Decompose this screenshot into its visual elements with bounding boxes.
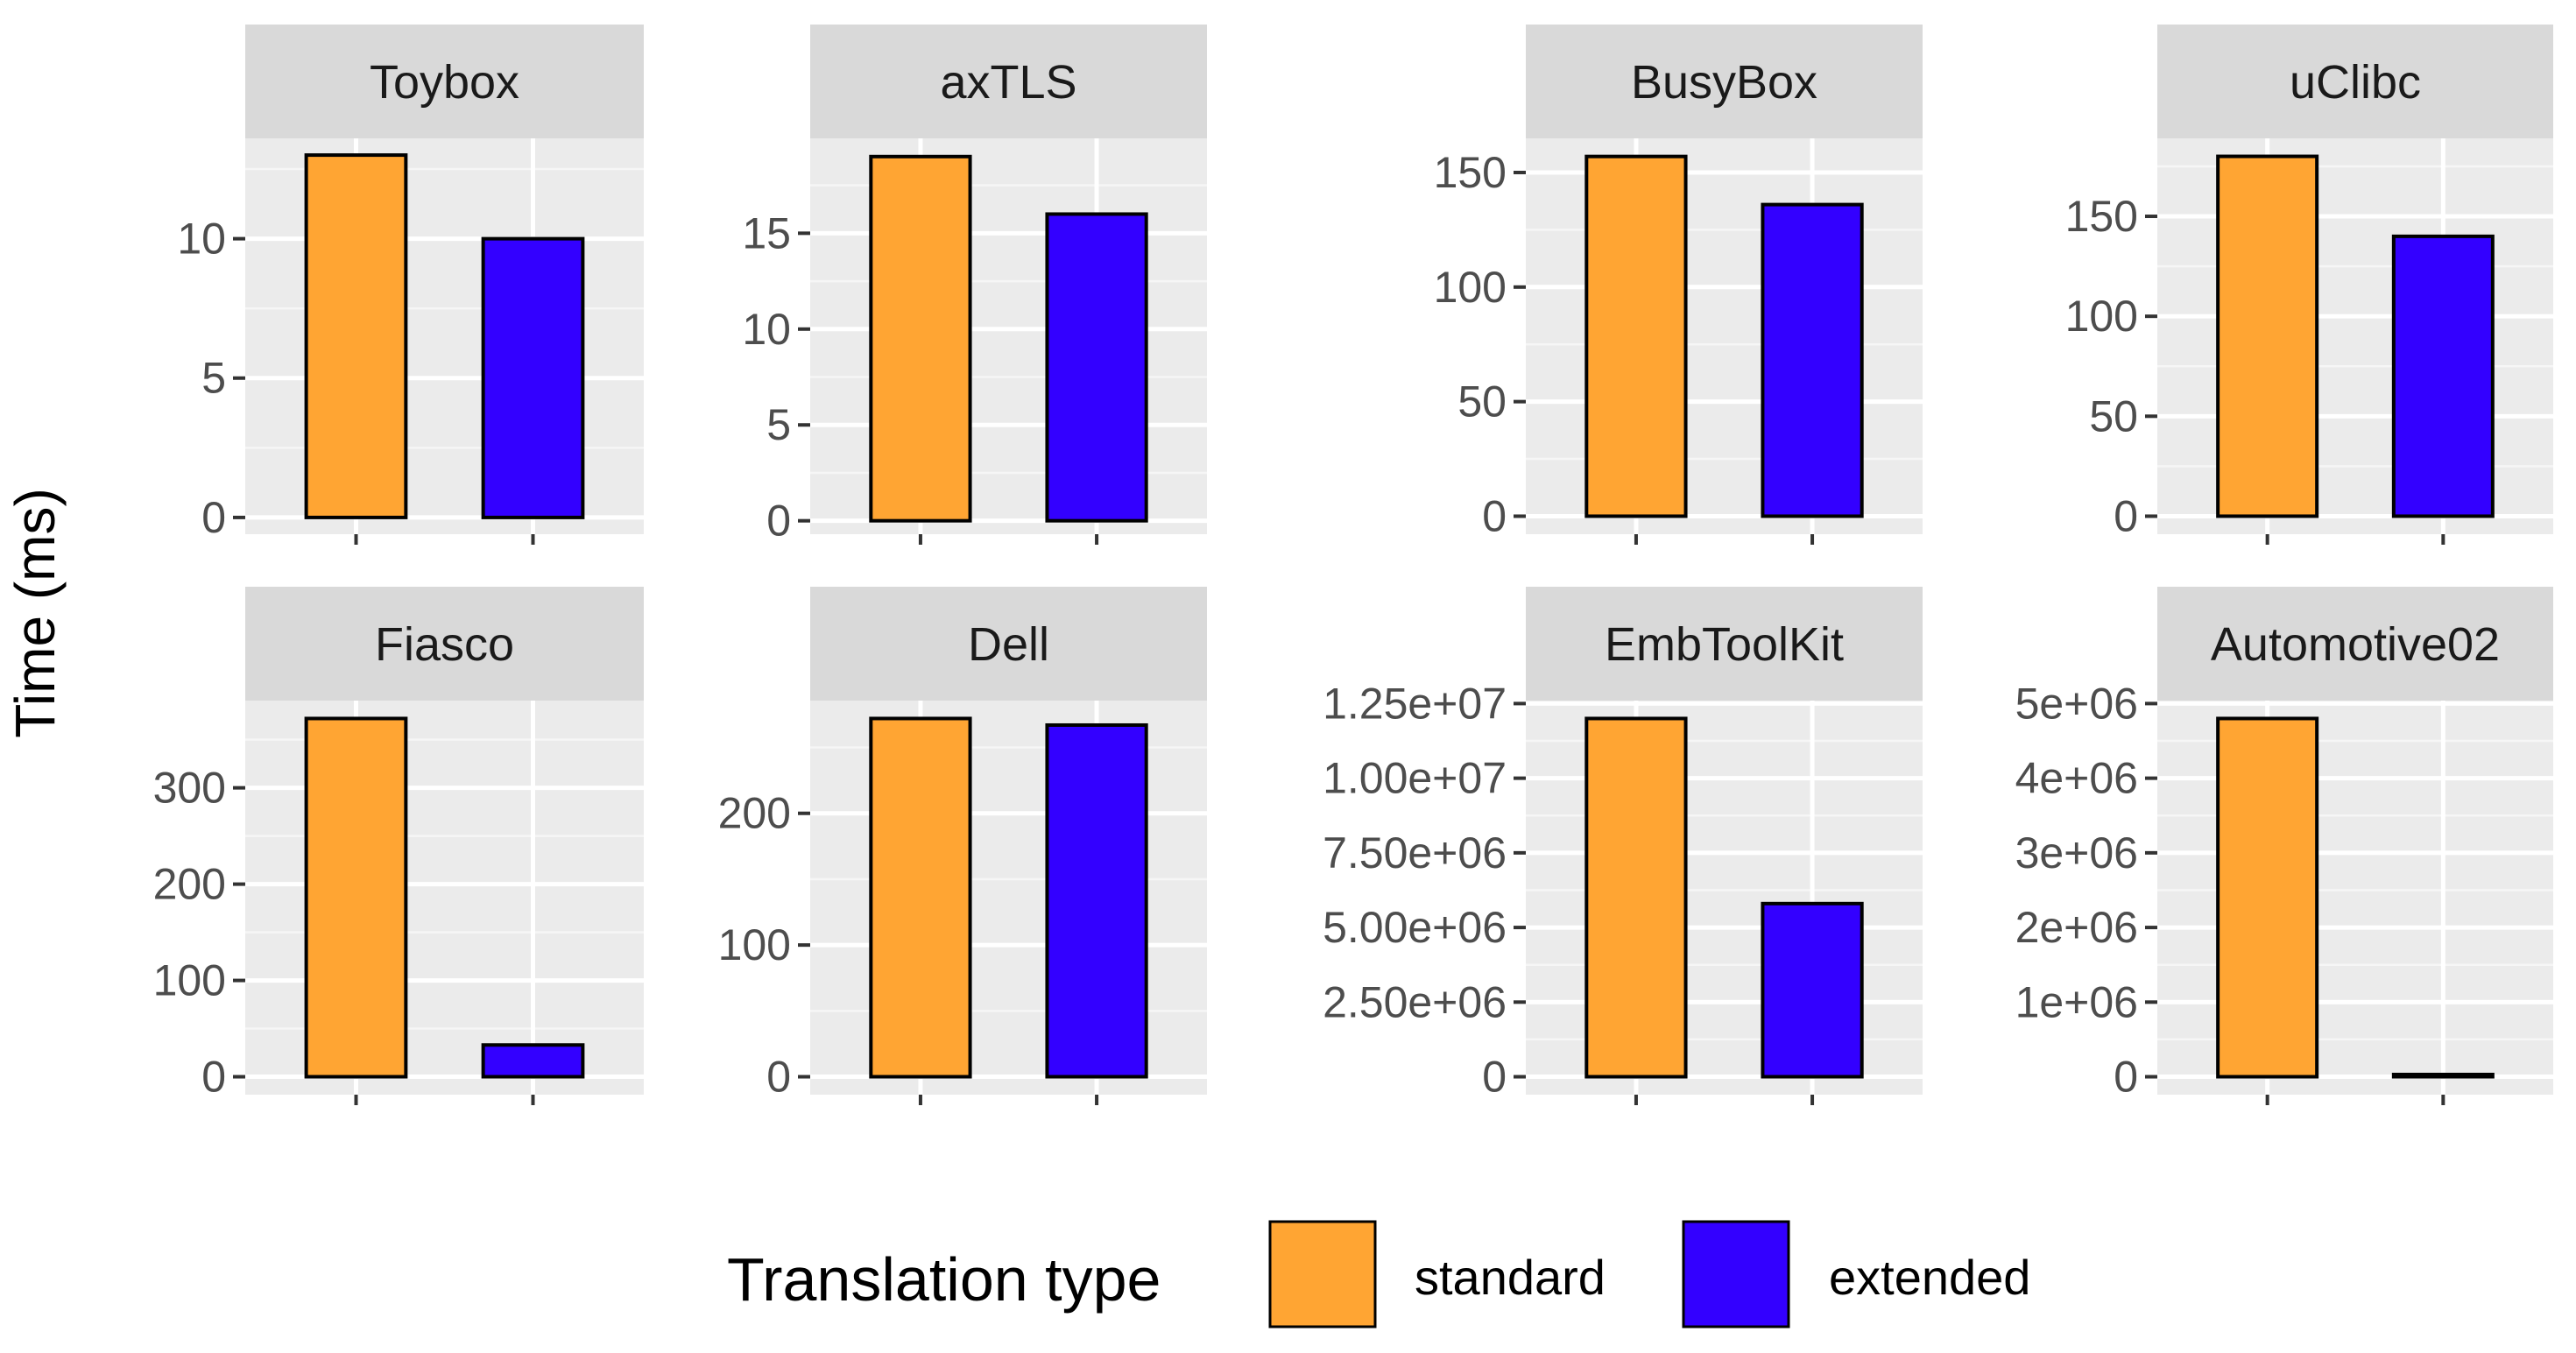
bar-extended [2391,1072,2495,1079]
y-tick-label: 0 [201,493,226,542]
legend-key-extended [1682,1220,1790,1328]
bar-extended [1761,202,1864,518]
panel-strip [2157,25,2553,138]
y-tick-label: 300 [153,764,226,813]
y-tick-label: 0 [1482,491,1507,540]
y-tick-label: 200 [153,860,226,909]
bar-extended [481,236,585,519]
bar-extended [2391,234,2495,518]
panel-strip [245,587,644,701]
bar-standard [1584,716,1688,1079]
legend-label-standard: standard [1415,1250,1606,1305]
y-tick-label: 0 [2114,491,2138,540]
panel-dell: Dell 0 100 200 [718,587,1207,1105]
y-tick-label: 5 [201,354,226,403]
y-tick-label: 0 [766,497,791,546]
y-tick-label: 2e+06 [2015,903,2138,952]
y-tick-label: 1e+06 [2015,977,2138,1026]
bar-standard [304,716,408,1079]
y-tick-label: 2.50e+06 [1323,977,1507,1026]
y-tick-label: 100 [2065,292,2138,341]
legend-label-extended: extended [1829,1250,2030,1305]
panel-title: Fiasco [375,618,514,671]
bar-standard [2216,154,2319,518]
y-tick-label: 5.00e+06 [1323,903,1507,952]
y-tick-label: 0 [1482,1053,1507,1102]
panel-strip [2157,587,2553,701]
panel-title: Toybox [370,56,519,109]
y-tick-label: 10 [742,305,791,354]
y-tick-label: 200 [718,789,791,838]
panel-title: Automotive02 [2211,618,2500,671]
panel-toybox: Toybox 0 5 10 [177,25,644,545]
panel-title: Dell [968,618,1049,671]
panel-busybox: BusyBox 0 50 100 150 [1434,25,1923,545]
panel-title: BusyBox [1631,56,1817,109]
y-tick-label: 10 [177,215,226,264]
y-tick-label: 1.25e+07 [1323,679,1507,728]
legend-key-standard [1268,1220,1377,1328]
panel-fiasco: Fiasco 0 100 200 300 [153,587,644,1105]
panel-strip [1526,25,1923,138]
bar-extended [1761,901,1864,1079]
y-tick-label: 50 [1457,377,1507,426]
panel-strip [1526,587,1923,701]
y-tick-label: 150 [2065,192,2138,241]
panel-title: EmbToolKit [1605,618,1844,671]
facet-panels: Toybox0510axTLS051015BusyBox050100150uCl… [153,25,2553,1105]
y-tick-label: 100 [718,920,791,969]
bar-extended [1045,722,1148,1079]
panel-embtoolkit: EmbToolKit 0 2.50e+06 5.00e+06 7.50e+06 1.00e… [1323,587,1923,1105]
y-tick-label: 4e+06 [2015,754,2138,803]
legend-title: Translation type [727,1245,1161,1314]
y-tick-label: 5e+06 [2015,679,2138,728]
y-tick-label: 0 [201,1053,226,1102]
y-tick-label: 15 [742,208,791,257]
y-tick-label: 0 [766,1053,791,1102]
bar-standard [869,154,972,523]
panel-axtls: axTLS 0 5 10 15 [742,25,1207,546]
panel-automotive02: Automotive02 0 1e+06 2e+06 3e+06 4e+06 5e+06 [2015,587,2553,1105]
y-tick-label: 0 [2114,1053,2138,1102]
panel-strip [245,25,644,138]
y-tick-label: 7.50e+06 [1323,828,1507,877]
y-axis-label: Time (ms) [4,488,67,738]
y-tick-label: 150 [1434,148,1507,197]
panel-title: uClibc [2290,56,2421,109]
y-tick-label: 100 [153,956,226,1005]
panel-strip [810,587,1207,701]
panel-strip [810,25,1207,138]
bar-standard [869,716,972,1079]
bar-extended [1045,212,1148,523]
y-tick-label: 5 [766,400,791,449]
panel-uclibc: uClibc 0 50 100 150 [2065,25,2553,545]
bar-extended [481,1043,585,1079]
bar-standard [304,153,408,519]
y-tick-label: 3e+06 [2015,828,2138,877]
legend: Translation type standard extended [727,1220,2030,1328]
panel-title: axTLS [940,56,1076,109]
y-tick-label: 1.00e+07 [1323,754,1507,803]
bar-standard [1584,154,1688,518]
bar-standard [2216,716,2319,1079]
y-tick-label: 100 [1434,263,1507,312]
y-tick-label: 50 [2089,391,2138,440]
